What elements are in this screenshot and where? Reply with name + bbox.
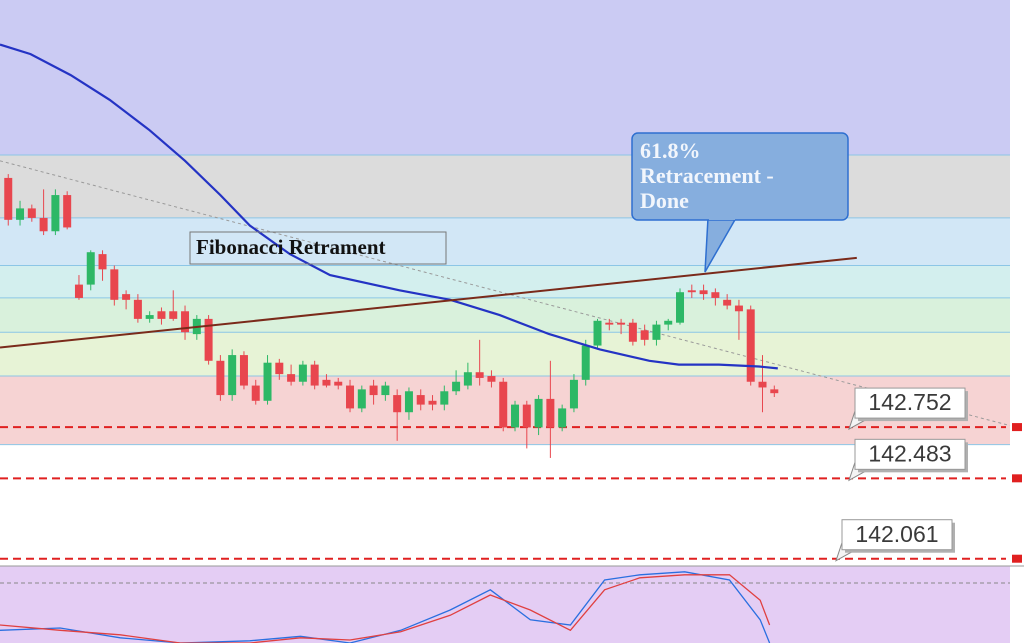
candle-body (228, 355, 237, 396)
fib-zone (0, 0, 1010, 156)
candle-body (569, 379, 578, 409)
price-label-box (841, 519, 953, 551)
candle-body (263, 362, 272, 401)
candle-body (463, 372, 472, 386)
candle-body (369, 385, 378, 396)
candle-body (16, 208, 25, 220)
candle-body (440, 391, 449, 405)
callout-box (631, 132, 849, 221)
candle-body (581, 345, 590, 380)
candle-body (558, 408, 567, 428)
dotted-trend-line (0, 160, 1011, 427)
candle-body (676, 292, 685, 323)
fib-zone (0, 332, 1010, 377)
candle-body (475, 372, 484, 378)
candle-body (51, 195, 60, 232)
candle-body (4, 177, 13, 220)
candle-body (122, 294, 131, 300)
price-tab (1012, 423, 1022, 432)
fib-label-box (189, 231, 447, 265)
candle-body (534, 398, 543, 428)
callout-text: Done (640, 188, 689, 213)
price-label-box (854, 438, 966, 470)
fib-zone (0, 265, 1010, 298)
candle-body (628, 322, 637, 342)
candle-body (746, 309, 755, 382)
callout-pointer-join (709, 215, 735, 220)
candle-body (416, 395, 425, 405)
fib-zone (0, 297, 1010, 333)
candle-body (723, 299, 732, 306)
candle-body (640, 330, 649, 340)
candle-body (275, 362, 284, 375)
price-label-box (854, 387, 966, 419)
candle-body (169, 311, 178, 319)
candle-body (322, 379, 331, 386)
candle-body (687, 290, 696, 293)
candle-body (734, 305, 743, 312)
candle-body (239, 355, 248, 386)
candle-body (605, 322, 614, 325)
oscillator-panel (0, 566, 1010, 643)
candle-body (357, 389, 366, 409)
price-tab (1012, 554, 1022, 563)
candle-body (404, 391, 413, 413)
candle-body (511, 404, 520, 428)
candle-body (593, 320, 602, 346)
candle-body (98, 254, 107, 270)
candle-body (251, 385, 260, 401)
candle-body (758, 381, 767, 388)
candle-body (346, 385, 355, 409)
candle-body (287, 374, 296, 382)
candle-body (487, 376, 496, 382)
price-label: 142.061 (855, 521, 938, 547)
candle-body (27, 208, 36, 218)
candle-body (157, 311, 166, 319)
oscillator-line (0, 574, 771, 643)
callout-text: 61.8% (640, 138, 701, 163)
candle-body (145, 315, 154, 319)
candle-body (86, 252, 95, 285)
candle-body (381, 385, 390, 396)
candle-body (310, 364, 319, 386)
price-label: 142.483 (868, 440, 951, 466)
candle-body (617, 322, 626, 325)
candle-body (133, 299, 142, 319)
price-label: 142.752 (868, 389, 951, 415)
candle-body (711, 292, 720, 298)
moving-average-line (0, 43, 778, 370)
candle-body (699, 290, 708, 295)
candle-body (393, 395, 402, 413)
trend-line (0, 256, 857, 349)
candle-body (546, 398, 555, 428)
candle-body (652, 324, 661, 340)
candle-body (181, 311, 190, 333)
candle-body (334, 381, 343, 386)
fib-label: Fibonacci Retrament (196, 235, 386, 259)
price-tab (1012, 474, 1022, 483)
fib-zone (0, 217, 1010, 266)
candle-body (74, 284, 83, 298)
candle-body (452, 381, 461, 392)
fib-zone (0, 155, 1010, 218)
oscillator-axis-strip (1010, 566, 1024, 643)
candle-body (63, 195, 72, 228)
candle-body (298, 364, 307, 382)
candle-body (39, 217, 48, 232)
candle-body (216, 360, 225, 396)
candle-body (204, 318, 213, 361)
candle-body (770, 389, 779, 394)
candle-body (428, 400, 437, 405)
callout-text: Retracement - (640, 163, 774, 188)
candle-body (110, 269, 119, 300)
candle-body (664, 320, 673, 325)
candle-body (499, 381, 508, 428)
candle-body (522, 404, 531, 428)
